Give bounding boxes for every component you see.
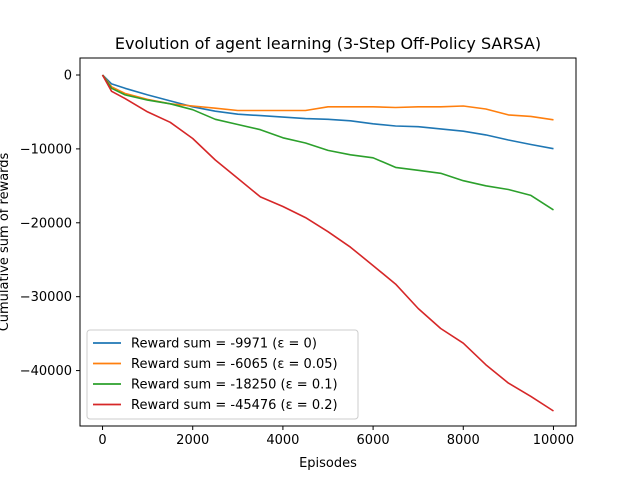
y-axis-label: Cumulative sum of rewards	[0, 152, 12, 331]
x-tick-label: 6000	[357, 433, 390, 448]
x-tick-label: 8000	[447, 433, 480, 448]
legend-entry-3: Reward sum = -45476 (ε = 0.2)	[131, 398, 338, 413]
y-tick-label: 0	[64, 68, 72, 83]
y-tick-label: −10000	[20, 142, 72, 157]
chart-title-group: Evolution of agent learning (3-Step Off-…	[115, 34, 541, 53]
y-tick-label: −30000	[20, 290, 72, 305]
legend-entry-2: Reward sum = -18250 (ε = 0.1)	[131, 378, 338, 393]
series-line-3	[101, 74, 554, 412]
series-line-1	[101, 74, 554, 121]
series-line-0	[101, 74, 554, 150]
legend-entry-1: Reward sum = -6065 (ε = 0.05)	[131, 357, 338, 372]
series-lines	[101, 74, 554, 412]
axis-ticks: 0 2000 4000 6000 8000 10000 0 −10000 −20000 −3000…	[20, 68, 574, 448]
legend: Reward sum = -9971 (ε = 0) Reward sum = -…	[86, 329, 359, 420]
x-tick-label: 4000	[266, 433, 299, 448]
chart-title: Evolution of agent learning (3-Step Off-…	[115, 34, 541, 53]
x-tick-label: 2000	[176, 433, 209, 448]
legend-entry-0: Reward sum = -9971 (ε = 0)	[131, 337, 317, 352]
y-tick-label: −40000	[20, 364, 72, 379]
x-axis-label: Episodes	[299, 456, 357, 471]
series-line-2	[101, 74, 554, 211]
y-tick-label: −20000	[20, 216, 72, 231]
x-tick-label: 0	[98, 433, 106, 448]
x-tick-label: 10000	[533, 433, 574, 448]
legend-frame	[86, 329, 359, 420]
plot-area-frame	[79, 57, 577, 427]
